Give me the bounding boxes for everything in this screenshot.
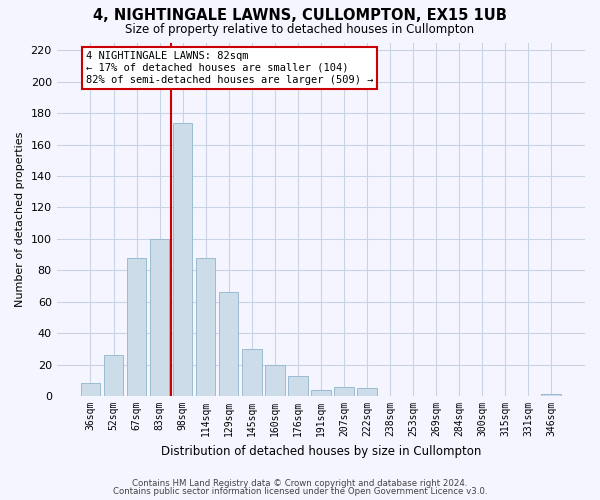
Bar (104, 355, 123, 396)
Bar (357, 388, 377, 396)
Text: Contains HM Land Registry data © Crown copyright and database right 2024.: Contains HM Land Registry data © Crown c… (132, 478, 468, 488)
Bar (311, 390, 331, 396)
Bar (127, 258, 146, 396)
Bar (288, 376, 308, 396)
Bar (80, 384, 100, 396)
Bar (541, 394, 561, 396)
Bar (265, 364, 284, 396)
Y-axis label: Number of detached properties: Number of detached properties (15, 132, 25, 307)
Text: Contains public sector information licensed under the Open Government Licence v3: Contains public sector information licen… (113, 488, 487, 496)
Bar (219, 292, 238, 396)
Text: 4, NIGHTINGALE LAWNS, CULLOMPTON, EX15 1UB: 4, NIGHTINGALE LAWNS, CULLOMPTON, EX15 1… (93, 8, 507, 22)
Bar (150, 239, 169, 396)
X-axis label: Distribution of detached houses by size in Cullompton: Distribution of detached houses by size … (161, 444, 481, 458)
Text: 4 NIGHTINGALE LAWNS: 82sqm
← 17% of detached houses are smaller (104)
82% of sem: 4 NIGHTINGALE LAWNS: 82sqm ← 17% of deta… (86, 52, 373, 84)
Bar (334, 386, 353, 396)
Bar (242, 349, 262, 396)
Text: Size of property relative to detached houses in Cullompton: Size of property relative to detached ho… (125, 22, 475, 36)
Bar (196, 258, 215, 396)
Bar (173, 122, 193, 396)
